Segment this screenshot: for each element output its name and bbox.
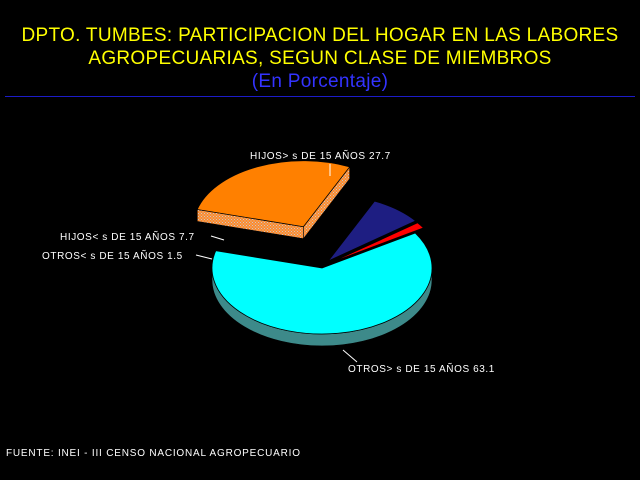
pie-slice-top	[330, 222, 425, 264]
chart-title-line1: DPTO. TUMBES: PARTICIPACION DEL HOGAR EN…	[21, 25, 619, 46]
pie-labels: OTROS> s DE 15 AÑOS 63.1 HIJOS> s DE 15 A…	[42, 149, 495, 375]
pie-slice-top	[211, 232, 433, 335]
leader-line	[210, 235, 225, 241]
pie-slice	[327, 200, 417, 262]
slice-label: OTROS< s DE 15 AÑOS 1.5	[42, 249, 183, 262]
pie-slice-top	[196, 160, 351, 228]
chart-subtitle: (En Porcentaje)	[251, 71, 389, 92]
pie-slice-top	[327, 200, 417, 262]
leader-line	[342, 349, 358, 363]
pie-slice	[330, 222, 425, 264]
title-divider	[5, 96, 635, 97]
slice-label: HIJOS< s DE 15 AÑOS 7.7	[60, 230, 195, 243]
leader-line	[195, 254, 213, 260]
pie-slice	[211, 232, 433, 347]
source-note: FUENTE: INEI - III CENSO NACIONAL AGROPE…	[6, 448, 301, 459]
chart-title-line2: AGROPECUARIAS, SEGUN CLASE DE MIEMBROS	[88, 48, 552, 69]
pie-slices	[196, 160, 433, 347]
slice-label: HIJOS> s DE 15 AÑOS 27.7	[250, 149, 391, 162]
slice-label: OTROS> s DE 15 AÑOS 63.1	[348, 362, 495, 375]
pie-slice	[196, 160, 351, 240]
